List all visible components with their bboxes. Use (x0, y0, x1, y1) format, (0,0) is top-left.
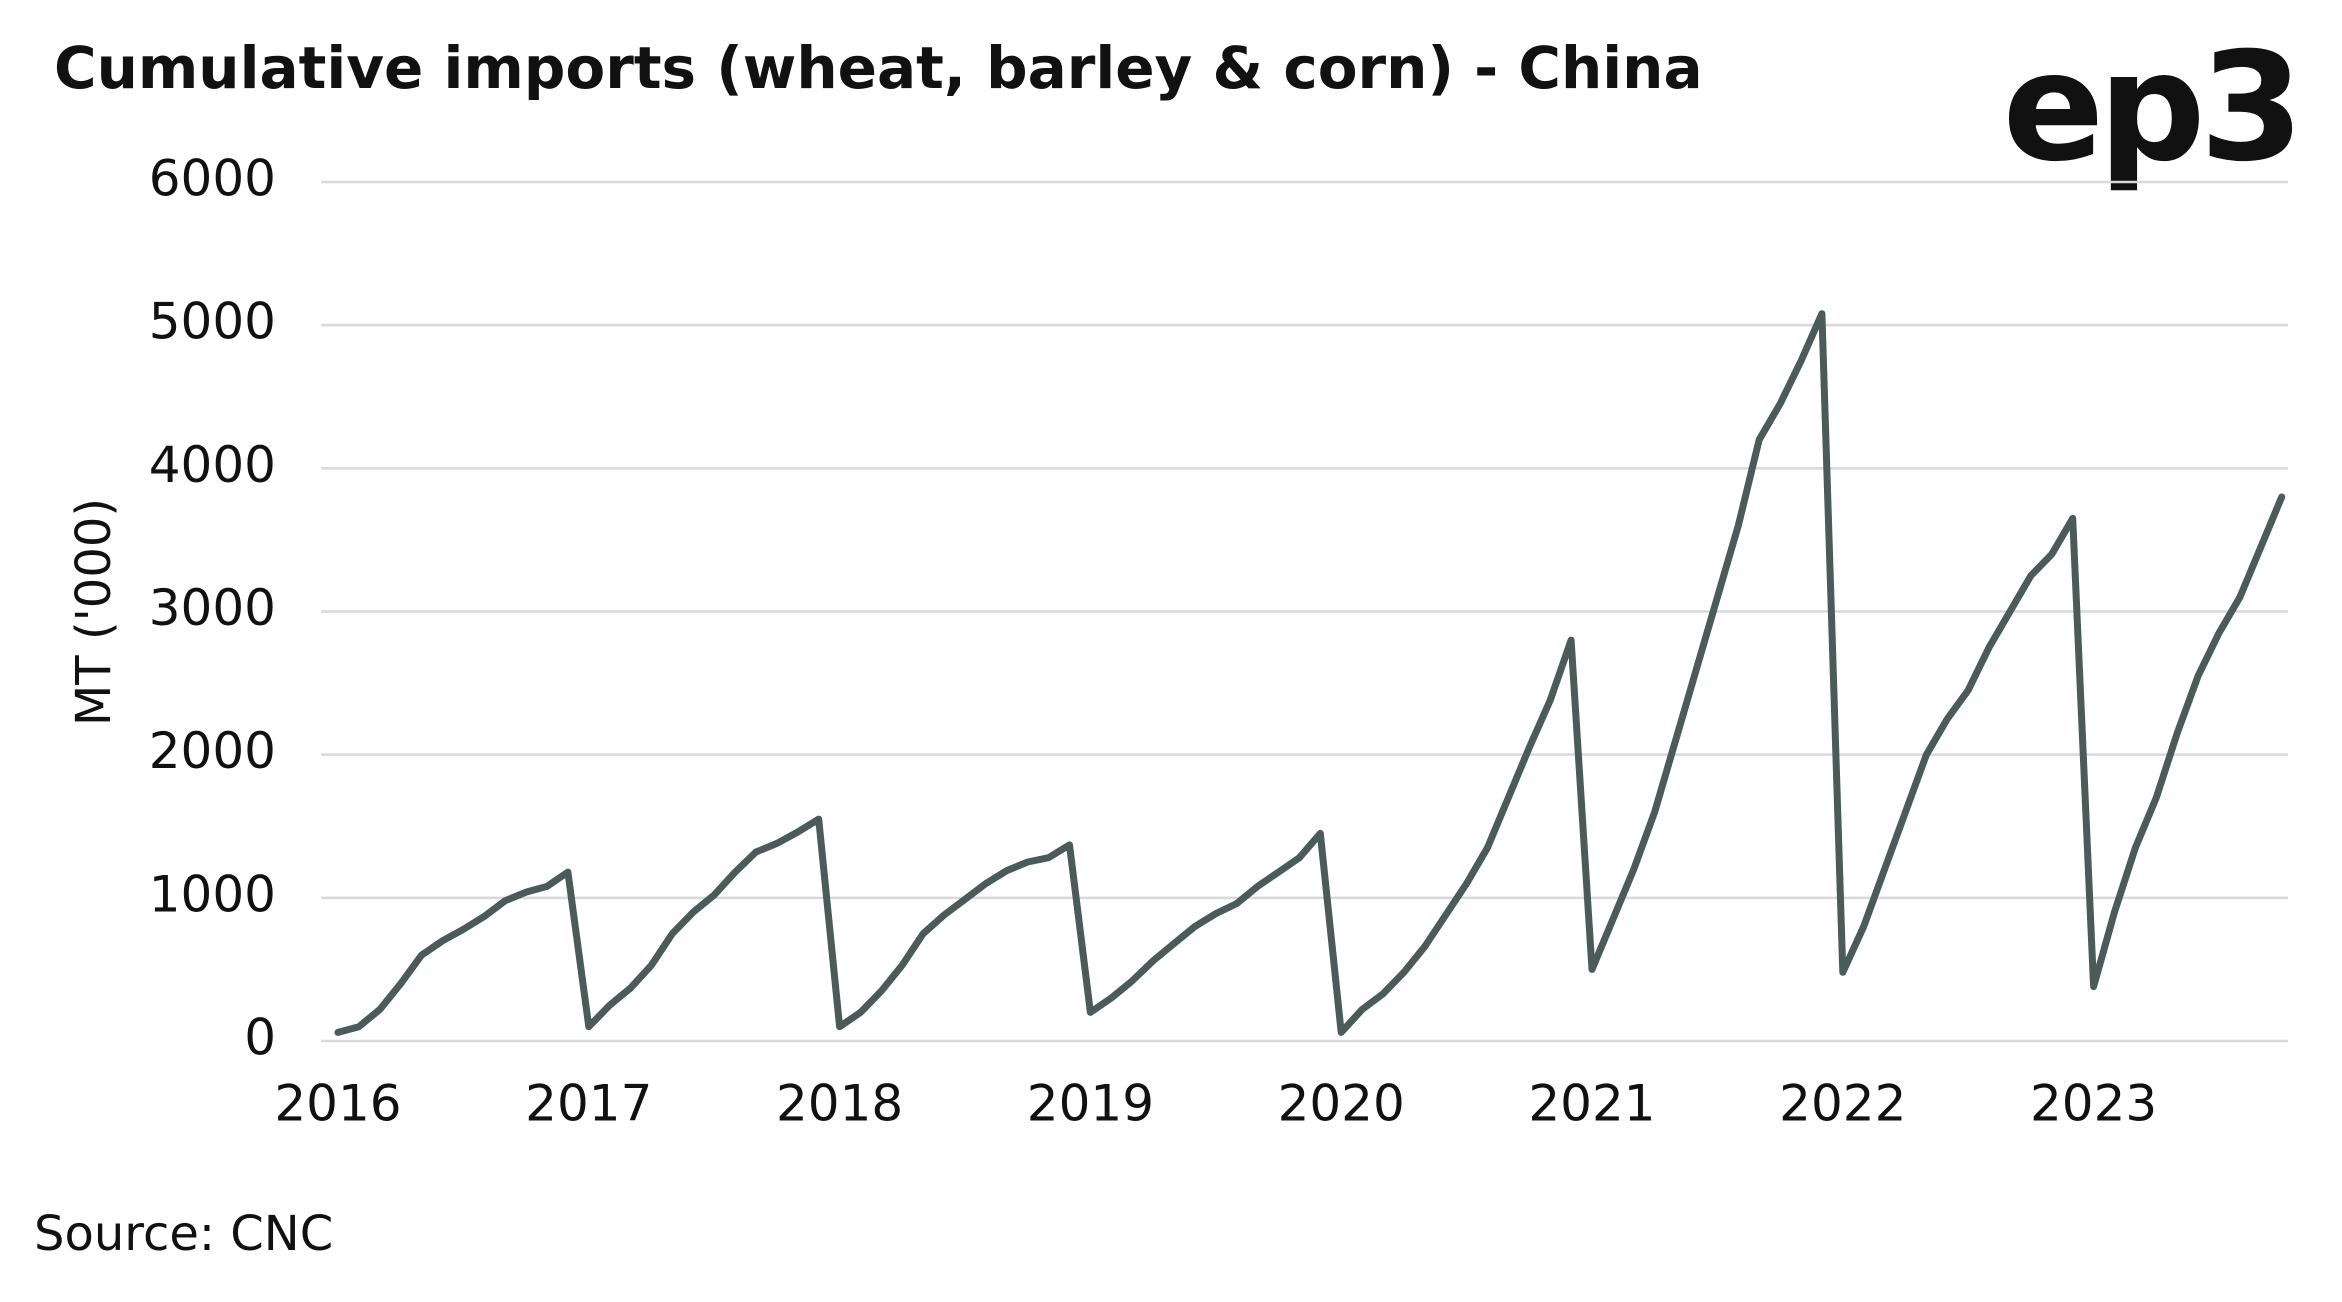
source: Source: CNC (34, 1206, 333, 1262)
y-tick-label: 5000 (149, 293, 276, 351)
x-tick-label: 2020 (1278, 1075, 1405, 1133)
chart-title: Cumulative imports (wheat, barley & corn… (54, 34, 1703, 102)
y-tick-label: 3000 (149, 579, 276, 637)
y-tick-label: 0 (244, 1009, 276, 1067)
y-tick-label: 1000 (149, 865, 276, 923)
x-tick-label: 2016 (274, 1075, 401, 1133)
logo: ep3 (2003, 21, 2298, 195)
x-tick-label: 2019 (1027, 1075, 1154, 1133)
y-tick-label: 2000 (149, 722, 276, 780)
x-tick-label: 2022 (1779, 1075, 1906, 1133)
x-tick-label: 2021 (1528, 1075, 1655, 1133)
x-tick-label: 2023 (2030, 1075, 2157, 1133)
y-tick-label: 4000 (149, 436, 276, 494)
x-tick-label: 2018 (776, 1075, 903, 1133)
y-axis-label: MT ('000) (66, 498, 122, 726)
y-tick-label: 6000 (149, 150, 276, 208)
data-line (334, 310, 2286, 1036)
x-tick-label: 2017 (525, 1075, 652, 1133)
